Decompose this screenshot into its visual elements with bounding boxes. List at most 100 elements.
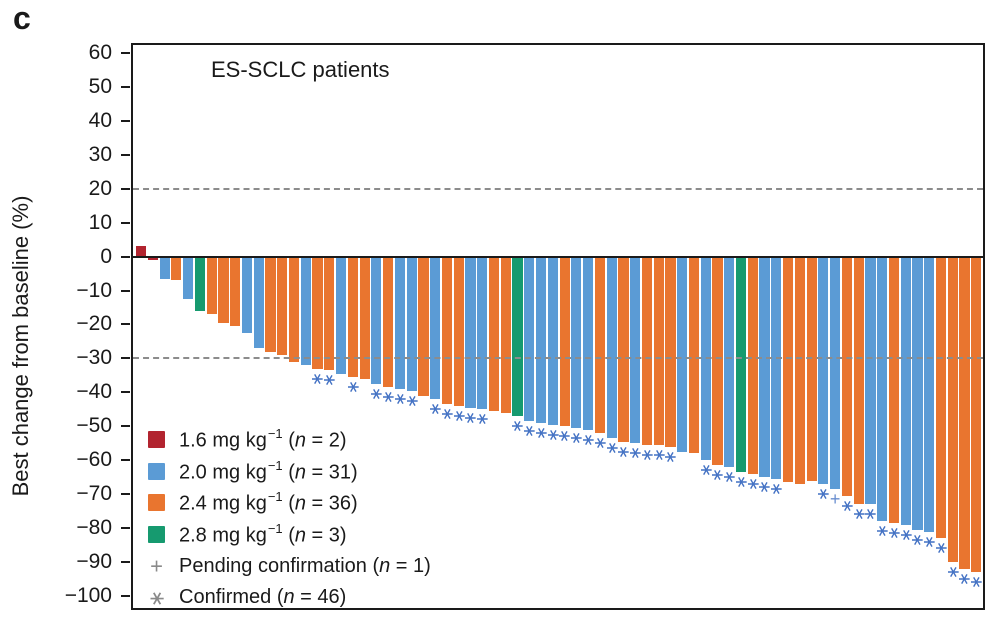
bar-patient-48 xyxy=(688,256,700,454)
bar-patient-60 xyxy=(830,256,841,490)
confirmed-asterisk-icon: ∗ xyxy=(661,449,681,464)
plot-area: ES-SCLC patients ∗ ∗ ∗ ∗ ∗ ∗ ∗ ∗ ∗ ∗ ∗ ∗ ∗ ∗ ∗ ∗ ∗ ∗ ∗ ∗ ∗ ∗ ∗… xyxy=(131,43,987,610)
tick-mark xyxy=(121,357,130,360)
legend-plus-icon: + xyxy=(150,553,163,579)
bar-patient-7 xyxy=(206,256,217,315)
bar-patient-9 xyxy=(230,256,241,327)
legend-row: 2.4 mg kg−1 (n = 36) xyxy=(148,487,431,519)
tick-mark xyxy=(121,119,130,122)
tick-mark xyxy=(121,561,130,564)
tick-mark xyxy=(121,153,130,156)
tick-label: −80 xyxy=(76,516,112,540)
bar-patient-64 xyxy=(877,256,888,522)
bar-patient-1 xyxy=(136,246,147,257)
tick-mark xyxy=(121,221,130,224)
confirmed-asterisk-icon: ∗ xyxy=(967,575,987,590)
bar-patient-46 xyxy=(665,256,676,447)
bar-patient-14 xyxy=(288,256,300,362)
bar-patient-63 xyxy=(865,256,876,505)
tick-mark xyxy=(121,391,130,394)
bar-patient-30 xyxy=(477,256,488,410)
bar-patient-8 xyxy=(218,256,229,323)
bar-patient-32 xyxy=(500,256,511,413)
bar-patient-66 xyxy=(900,256,911,525)
bar-patient-20 xyxy=(359,256,370,379)
tick-label: −30 xyxy=(76,346,112,370)
bar-patient-15 xyxy=(300,256,311,366)
bar-patient-69 xyxy=(935,256,947,539)
bar-patient-55 xyxy=(771,256,782,479)
confirmed-asterisk-icon: ∗ xyxy=(473,412,493,427)
bar-patient-28 xyxy=(453,256,464,406)
tick-label: 60 xyxy=(88,40,112,64)
bar-patient-11 xyxy=(253,256,264,349)
bar-patient-62 xyxy=(853,256,864,505)
tick-mark xyxy=(121,51,130,54)
bar-patient-34 xyxy=(524,256,535,422)
confirmed-asterisk-icon: ∗ xyxy=(320,373,340,388)
tick-label: 0 xyxy=(100,244,112,268)
bar-patient-40 xyxy=(594,256,605,434)
bar-patient-10 xyxy=(241,256,253,333)
bar-patient-42 xyxy=(618,256,629,442)
bar-patient-27 xyxy=(441,256,453,405)
legend-swatch-2.4 xyxy=(148,494,165,512)
chart-title: ES-SCLC patients xyxy=(211,57,390,82)
panel-label: c xyxy=(13,0,31,36)
tick-label: −60 xyxy=(76,448,112,472)
bar-patient-19 xyxy=(347,256,358,378)
bar-patient-68 xyxy=(924,256,935,532)
bar-patient-44 xyxy=(641,256,653,445)
tick-mark xyxy=(121,289,130,292)
legend-label: 2.0 mg kg−1 (n = 31) xyxy=(179,457,358,484)
bar-patient-12 xyxy=(265,256,276,352)
bar-patient-36 xyxy=(547,256,558,425)
legend-row: ∗ Confirmed (n = 46) xyxy=(145,582,431,614)
bar-patient-3 xyxy=(159,256,170,279)
reference-line-20 xyxy=(133,187,983,190)
zero-line xyxy=(133,255,983,258)
bar-patient-2 xyxy=(147,256,158,260)
bar-patient-25 xyxy=(418,256,429,396)
bar-patient-57 xyxy=(794,256,805,485)
tick-mark xyxy=(121,255,130,258)
bar-patient-37 xyxy=(559,256,570,427)
tick-mark xyxy=(121,85,130,88)
bar-patient-6 xyxy=(194,256,205,311)
pending-plus-icon: + xyxy=(829,489,841,510)
legend-label: Confirmed (n = 46) xyxy=(179,586,347,609)
bar-patient-45 xyxy=(653,256,664,445)
bar-patient-50 xyxy=(712,256,723,466)
tick-label: −100 xyxy=(64,584,112,608)
legend-label: 2.8 mg kg−1 (n = 3) xyxy=(179,520,347,547)
legend-label: 1.6 mg kg−1 (n = 2) xyxy=(179,425,347,452)
bar-patient-41 xyxy=(606,256,617,439)
tick-label: 10 xyxy=(88,210,112,234)
tick-label: −90 xyxy=(76,550,112,574)
confirmed-asterisk-icon: ∗ xyxy=(767,481,787,497)
bar-patient-56 xyxy=(783,256,794,483)
tick-mark xyxy=(121,527,130,530)
bar-patient-17 xyxy=(324,256,335,371)
confirmed-asterisk-icon: ∗ xyxy=(932,541,952,556)
bar-patient-21 xyxy=(371,256,382,384)
tick-label: −10 xyxy=(76,278,112,302)
bar-patient-4 xyxy=(171,256,182,281)
bar-patient-23 xyxy=(394,256,405,389)
bar-patient-67 xyxy=(912,256,923,530)
legend: 1.6 mg kg−1 (n = 2) 2.0 mg kg−1 (n = 31) 2… xyxy=(145,424,431,614)
tick-label: 20 xyxy=(88,176,112,200)
bar-patient-72 xyxy=(971,256,982,573)
tick-label: 30 xyxy=(88,142,112,166)
bar-patient-61 xyxy=(841,256,853,496)
confirmed-asterisk-icon: ∗ xyxy=(402,393,422,408)
bar-patient-35 xyxy=(535,256,547,423)
tick-label: 50 xyxy=(88,74,112,98)
bar-patient-24 xyxy=(406,256,417,391)
bar-patient-5 xyxy=(183,256,194,299)
tick-label: −40 xyxy=(76,380,112,404)
confirmed-asterisk-icon: ∗ xyxy=(861,507,881,522)
bar-patient-26 xyxy=(430,256,441,400)
bar-patient-54 xyxy=(759,256,770,478)
